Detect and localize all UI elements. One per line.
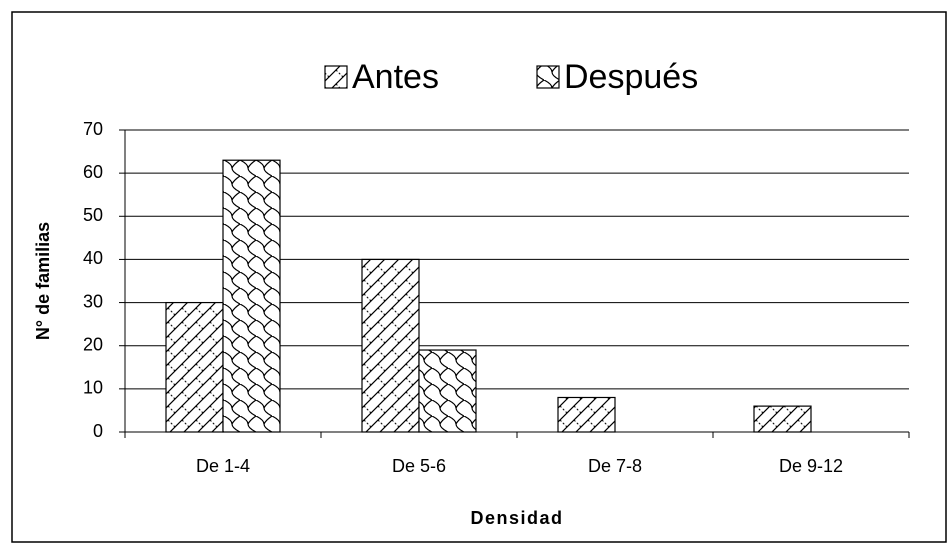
y-tick-label: 0 <box>93 421 103 441</box>
y-tick-label: 40 <box>83 248 103 268</box>
bar <box>165 301 224 433</box>
bar <box>418 349 477 433</box>
x-tick-label: De 7-8 <box>588 456 642 476</box>
legend-label: Después <box>564 58 698 96</box>
x-axis-title: Densidad <box>470 508 563 528</box>
x-tick-label: De 5-6 <box>392 456 446 476</box>
y-axis-title: N° de familias <box>33 222 53 340</box>
bar <box>361 258 420 433</box>
y-tick-label: 70 <box>83 119 103 139</box>
y-tick-label: 30 <box>83 291 103 311</box>
x-tick-label: De 9-12 <box>779 456 843 476</box>
bar <box>557 396 616 433</box>
legend-label: Antes <box>352 58 439 96</box>
chart-border <box>11 11 947 543</box>
y-tick-label: 50 <box>83 205 103 225</box>
y-tick-label: 10 <box>83 378 103 398</box>
bar <box>222 159 281 433</box>
y-tick-label: 60 <box>83 162 103 182</box>
legend-swatch <box>536 65 560 89</box>
x-tick-label: De 1-4 <box>196 456 250 476</box>
y-tick-label: 20 <box>83 334 103 354</box>
bar <box>753 405 812 433</box>
legend-swatch <box>324 65 348 89</box>
